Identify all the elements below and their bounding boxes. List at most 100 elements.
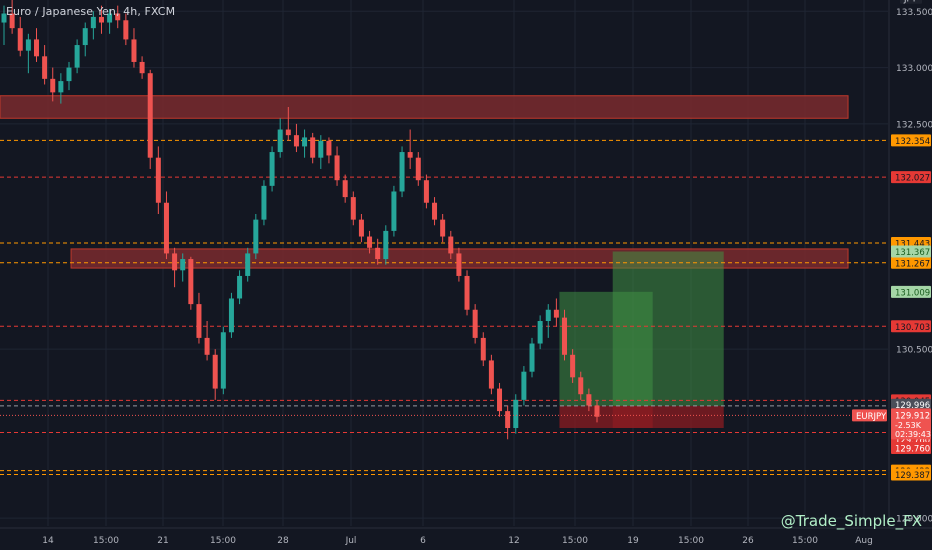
candle-body [310,137,316,158]
supply-demand-zone [0,95,849,119]
candle-body [480,337,486,361]
candle-body [74,45,80,68]
candle-body [196,304,202,338]
candles-group [1,0,600,440]
time-axis-tick-label: 6 [420,536,426,546]
candle-body [293,135,299,147]
candle-body [17,28,23,51]
candle-body [25,39,31,51]
entry-price-tag [891,398,931,411]
candle-body [212,354,218,389]
time-axis-tick-label: 28 [277,536,289,546]
currency-label-label: JPY [903,0,917,4]
candle-body [488,360,494,389]
price-axis-background [889,0,932,550]
current-price-tag [891,408,931,440]
time-axis-tick-label: Jul [345,536,357,546]
candle-body [342,180,348,198]
price-axis-tick-label: 133.000 [896,64,932,74]
candle-body [578,377,584,395]
candle-body [432,202,438,220]
candle-body [33,39,39,57]
entry-price-tag-label: 129.996 [895,401,930,411]
price-axis-tick-label: 133.500 [896,8,932,18]
target-price-tag-label: 131.009 [895,288,930,298]
candle-body [107,13,113,23]
candle-body [350,197,356,220]
candle-body [204,337,210,355]
time-axis-tick-label: 26 [742,536,754,546]
candle-body [594,405,600,417]
candle-body [334,155,340,181]
candle-body [367,236,373,248]
current-price-value: 129.912 [895,411,930,421]
watermark-handle: @Trade_Simple_FX [780,512,922,530]
price-level-tag-label: 132.027 [895,174,930,184]
candle-body [131,39,137,62]
chart-title: Euro / Japanese Yen, 4h, FXCM [6,5,176,18]
time-axis-tick-label: Aug [855,536,873,546]
candle-body [399,152,405,192]
symbol-tag [852,409,887,422]
candle-body [9,13,15,29]
candle-body [115,13,121,21]
candle-body [513,399,519,429]
stop-price-tag [891,442,931,455]
price-level-tag-label: 129.387 [895,471,930,481]
candle-body [472,309,478,338]
candle-body [42,56,48,79]
candle-body [497,388,503,412]
candle-body [537,321,543,344]
target-price-tag [891,245,931,258]
candle-body [285,129,291,136]
time-axis-tick-label: 15:00 [678,536,704,546]
candle-body [237,275,243,299]
candle-body [172,253,178,271]
candle-body [456,253,462,276]
stop-price-tag-label: 129.760 [895,436,930,446]
candle-body [66,67,72,82]
candle-body [220,332,226,389]
time-axis-tick-label: 15:00 [792,536,818,546]
candle-body [586,394,592,406]
candle-body [521,371,527,400]
price-level-tag [891,171,931,184]
candle-body [155,157,161,203]
price-level-tag [891,134,931,147]
current-price-change: -2.53K [895,421,922,430]
candle-body [440,219,446,237]
candle-body [82,28,88,46]
price-level-tag-label: 132.354 [895,137,930,147]
time-axis-tick-label: 19 [627,536,639,546]
candle-body [180,259,186,271]
price-level-tag-label: 131.443 [895,239,930,249]
time-axis-background [0,528,932,550]
price-axis-tick-label: 132.500 [896,120,932,130]
long-position-target-area [612,251,724,406]
candle-body [58,81,64,93]
candle-body [277,129,283,153]
candle-body [553,309,559,318]
stop-price-tag-label: 129.760 [895,445,930,455]
price-axis-tick-label: 130.500 [896,346,932,356]
price-level-tag [891,468,931,481]
candle-body [302,137,308,147]
candle-body [383,230,389,260]
candle-body [50,78,56,93]
target-price-tag [891,285,931,298]
candle-body [545,309,551,322]
currency-label [900,0,922,4]
candle-body [529,343,535,372]
candle-body [464,275,470,310]
candle-body [253,219,259,254]
candle-body [261,185,267,220]
price-level-tag-label: 130.703 [895,323,930,333]
price-level-tag [891,320,931,333]
target-price-tag-label: 131.367 [895,248,930,258]
symbol-tag-label: EURJPY [856,412,887,422]
time-axis-tick-label: 12 [508,536,519,546]
candle-body [318,140,324,158]
candle-body [358,219,364,237]
